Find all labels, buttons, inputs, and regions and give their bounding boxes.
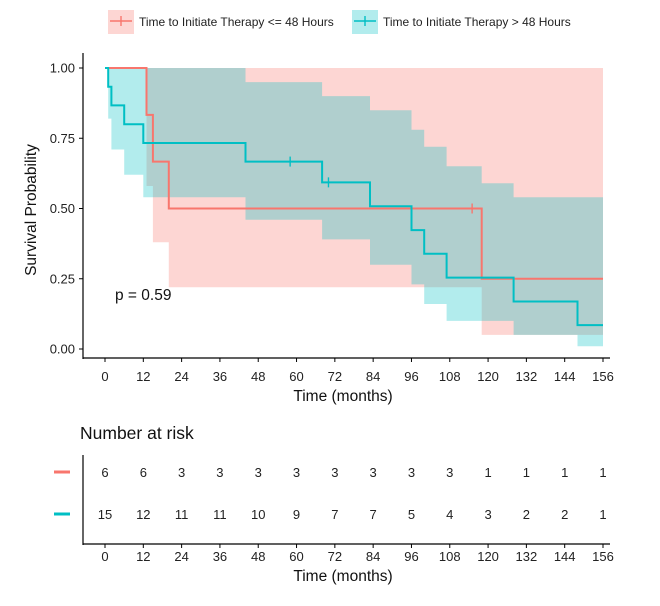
x-axis-title: Time (months) (293, 388, 392, 405)
survival-line-1 (105, 67, 603, 280)
x-tick-label-2: 24 (174, 369, 188, 384)
risk-count-1-5: 3 (293, 465, 300, 480)
risk-count-2-2: 11 (175, 507, 189, 522)
x-tick-label-13: 156 (592, 369, 614, 384)
ci-band-1 (105, 68, 603, 335)
risk-count-1-10: 1 (484, 465, 491, 480)
risk-count-2-5: 9 (293, 507, 300, 522)
x-tick-label-12: 144 (554, 369, 576, 384)
x-tick-label-0: 0 (101, 369, 108, 384)
risk-count-1-0: 6 (101, 465, 108, 480)
risk-count-1-4: 3 (255, 465, 262, 480)
risk-table-title: Number at risk (80, 423, 194, 443)
risk-x-axis-title: Time (months) (293, 568, 392, 585)
x-tick-label-9: 108 (439, 369, 461, 384)
risk-count-1-8: 3 (408, 465, 415, 480)
risk-x-tick-label-0: 0 (101, 549, 108, 564)
y-tick-label-0: 0.00 (50, 342, 75, 357)
y-tick-label-3: 0.75 (50, 131, 75, 146)
risk-count-2-11: 2 (523, 507, 530, 522)
risk-count-2-9: 4 (446, 507, 453, 522)
risk-count-2-13: 1 (599, 507, 606, 522)
risk-x-tick-label-8: 96 (404, 549, 418, 564)
x-tick-label-4: 48 (251, 369, 265, 384)
x-tick-label-11: 132 (516, 369, 538, 384)
risk-count-1-2: 3 (178, 465, 185, 480)
risk-count-1-1: 6 (140, 465, 147, 480)
risk-x-tick-label-7: 84 (366, 549, 380, 564)
legend-label-1: Time to Initiate Therapy <= 48 Hours (139, 15, 334, 29)
x-tick-label-7: 84 (366, 369, 380, 384)
y-tick-label-4: 1.00 (50, 61, 75, 76)
risk-x-tick-label-6: 72 (328, 549, 342, 564)
risk-x-tick-label-5: 60 (289, 549, 303, 564)
risk-count-1-13: 1 (599, 465, 606, 480)
risk-x-tick-label-10: 120 (477, 549, 499, 564)
risk-count-2-1: 12 (136, 507, 150, 522)
risk-x-tick-label-9: 108 (439, 549, 461, 564)
legend-label-2: Time to Initiate Therapy > 48 Hours (383, 15, 571, 29)
y-tick-label-1: 0.25 (50, 271, 75, 286)
survival-line-2 (105, 67, 603, 327)
risk-x-tick-label-12: 144 (554, 549, 576, 564)
risk-x-tick-label-2: 24 (174, 549, 188, 564)
risk-x-tick-label-1: 12 (136, 549, 150, 564)
risk-count-1-3: 3 (216, 465, 223, 480)
y-tick-label-2: 0.50 (50, 201, 75, 216)
p-value-annotation: p = 0.59 (115, 287, 171, 304)
risk-count-1-12: 1 (561, 465, 568, 480)
risk-count-2-10: 3 (484, 507, 491, 522)
risk-count-1-9: 3 (446, 465, 453, 480)
risk-x-tick-label-4: 48 (251, 549, 265, 564)
x-tick-label-3: 36 (213, 369, 227, 384)
risk-x-tick-label-13: 156 (592, 549, 614, 564)
risk-count-2-7: 7 (370, 507, 377, 522)
risk-count-2-0: 15 (98, 507, 112, 522)
x-tick-label-8: 96 (404, 369, 418, 384)
risk-count-2-3: 11 (213, 507, 227, 522)
risk-count-2-8: 5 (408, 507, 415, 522)
risk-x-tick-label-11: 132 (516, 549, 538, 564)
risk-count-2-4: 10 (251, 507, 265, 522)
x-tick-label-5: 60 (289, 369, 303, 384)
x-tick-label-6: 72 (328, 369, 342, 384)
risk-count-2-12: 2 (561, 507, 568, 522)
x-tick-label-10: 120 (477, 369, 499, 384)
risk-count-2-6: 7 (331, 507, 338, 522)
risk-count-1-6: 3 (331, 465, 338, 480)
risk-count-1-11: 1 (523, 465, 530, 480)
risk-x-tick-label-3: 36 (213, 549, 227, 564)
y-axis-title: Survival Probability (23, 144, 40, 276)
risk-count-1-7: 3 (370, 465, 377, 480)
x-tick-label-1: 12 (136, 369, 150, 384)
